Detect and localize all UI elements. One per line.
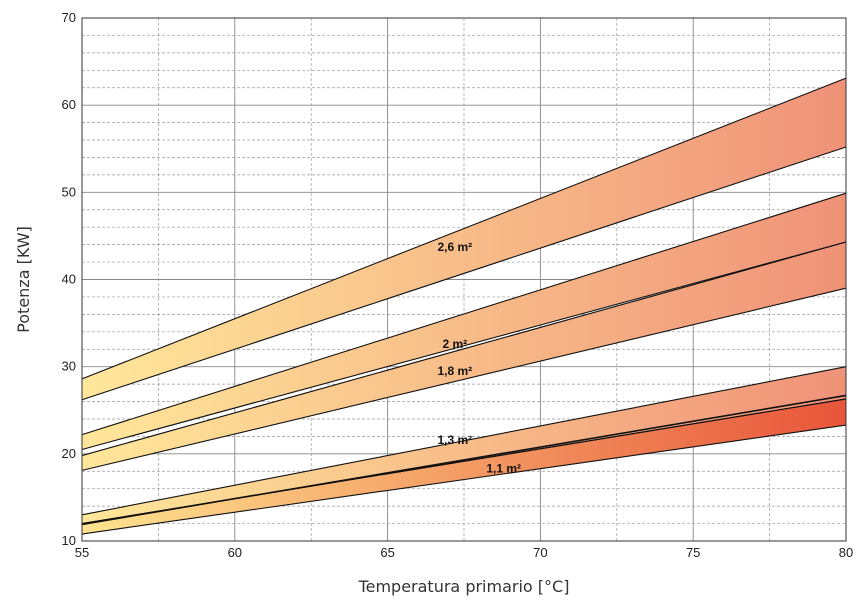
x-tick-label: 65 (380, 545, 394, 560)
band-lower-line-1 (81, 398, 847, 525)
band-label-4: 2,6 m² (437, 240, 472, 254)
y-axis-ticks: 10 20 30 40 50 60 70 (62, 10, 76, 548)
band-upper-line-3 (81, 192, 847, 436)
y-tick-label: 20 (62, 446, 76, 461)
x-tick-label: 75 (686, 545, 700, 560)
band-labels: 1,1 m² 1,3 m² 1,8 m² 2 m² 2,6 m² (437, 240, 521, 475)
y-tick-label: 60 (62, 97, 76, 112)
x-tick-label: 60 (228, 545, 242, 560)
band-area-0 (82, 398, 846, 535)
x-tick-label: 55 (75, 545, 89, 560)
band-label-3: 2 m² (442, 337, 467, 351)
band-upper-line-4 (81, 77, 847, 380)
band-areas (82, 78, 846, 535)
band-area-2 (82, 242, 846, 471)
y-tick-label: 50 (62, 184, 76, 199)
y-tick-label: 70 (62, 10, 76, 25)
band-area-1 (82, 366, 846, 524)
band-area-3 (82, 193, 846, 450)
band-area-4 (82, 78, 846, 400)
band-boundary-lines (81, 77, 847, 535)
y-tick-label: 40 (62, 272, 76, 287)
x-tick-label: 80 (839, 545, 853, 560)
band-lower-line-0 (81, 424, 847, 535)
band-lower-line-3 (81, 241, 847, 451)
band-label-0: 1,1 m² (486, 462, 521, 476)
y-tick-label: 30 (62, 359, 76, 374)
y-axis-title: Potenza [KW] (14, 226, 33, 333)
band-lower-line-2 (81, 287, 847, 471)
band-upper-line-1 (81, 366, 847, 516)
plot-frame (81, 17, 847, 542)
x-axis-title: Temperatura primario [°C] (358, 577, 570, 596)
x-tick-label: 70 (533, 545, 547, 560)
x-axis-ticks: 55 60 65 70 75 80 (75, 545, 853, 560)
band-upper-line-2 (81, 241, 847, 457)
band-lower-line-4 (81, 146, 847, 401)
band-label-1: 1,3 m² (437, 433, 472, 447)
y-tick-label: 10 (62, 533, 76, 548)
band-label-2: 1,8 m² (437, 364, 472, 378)
